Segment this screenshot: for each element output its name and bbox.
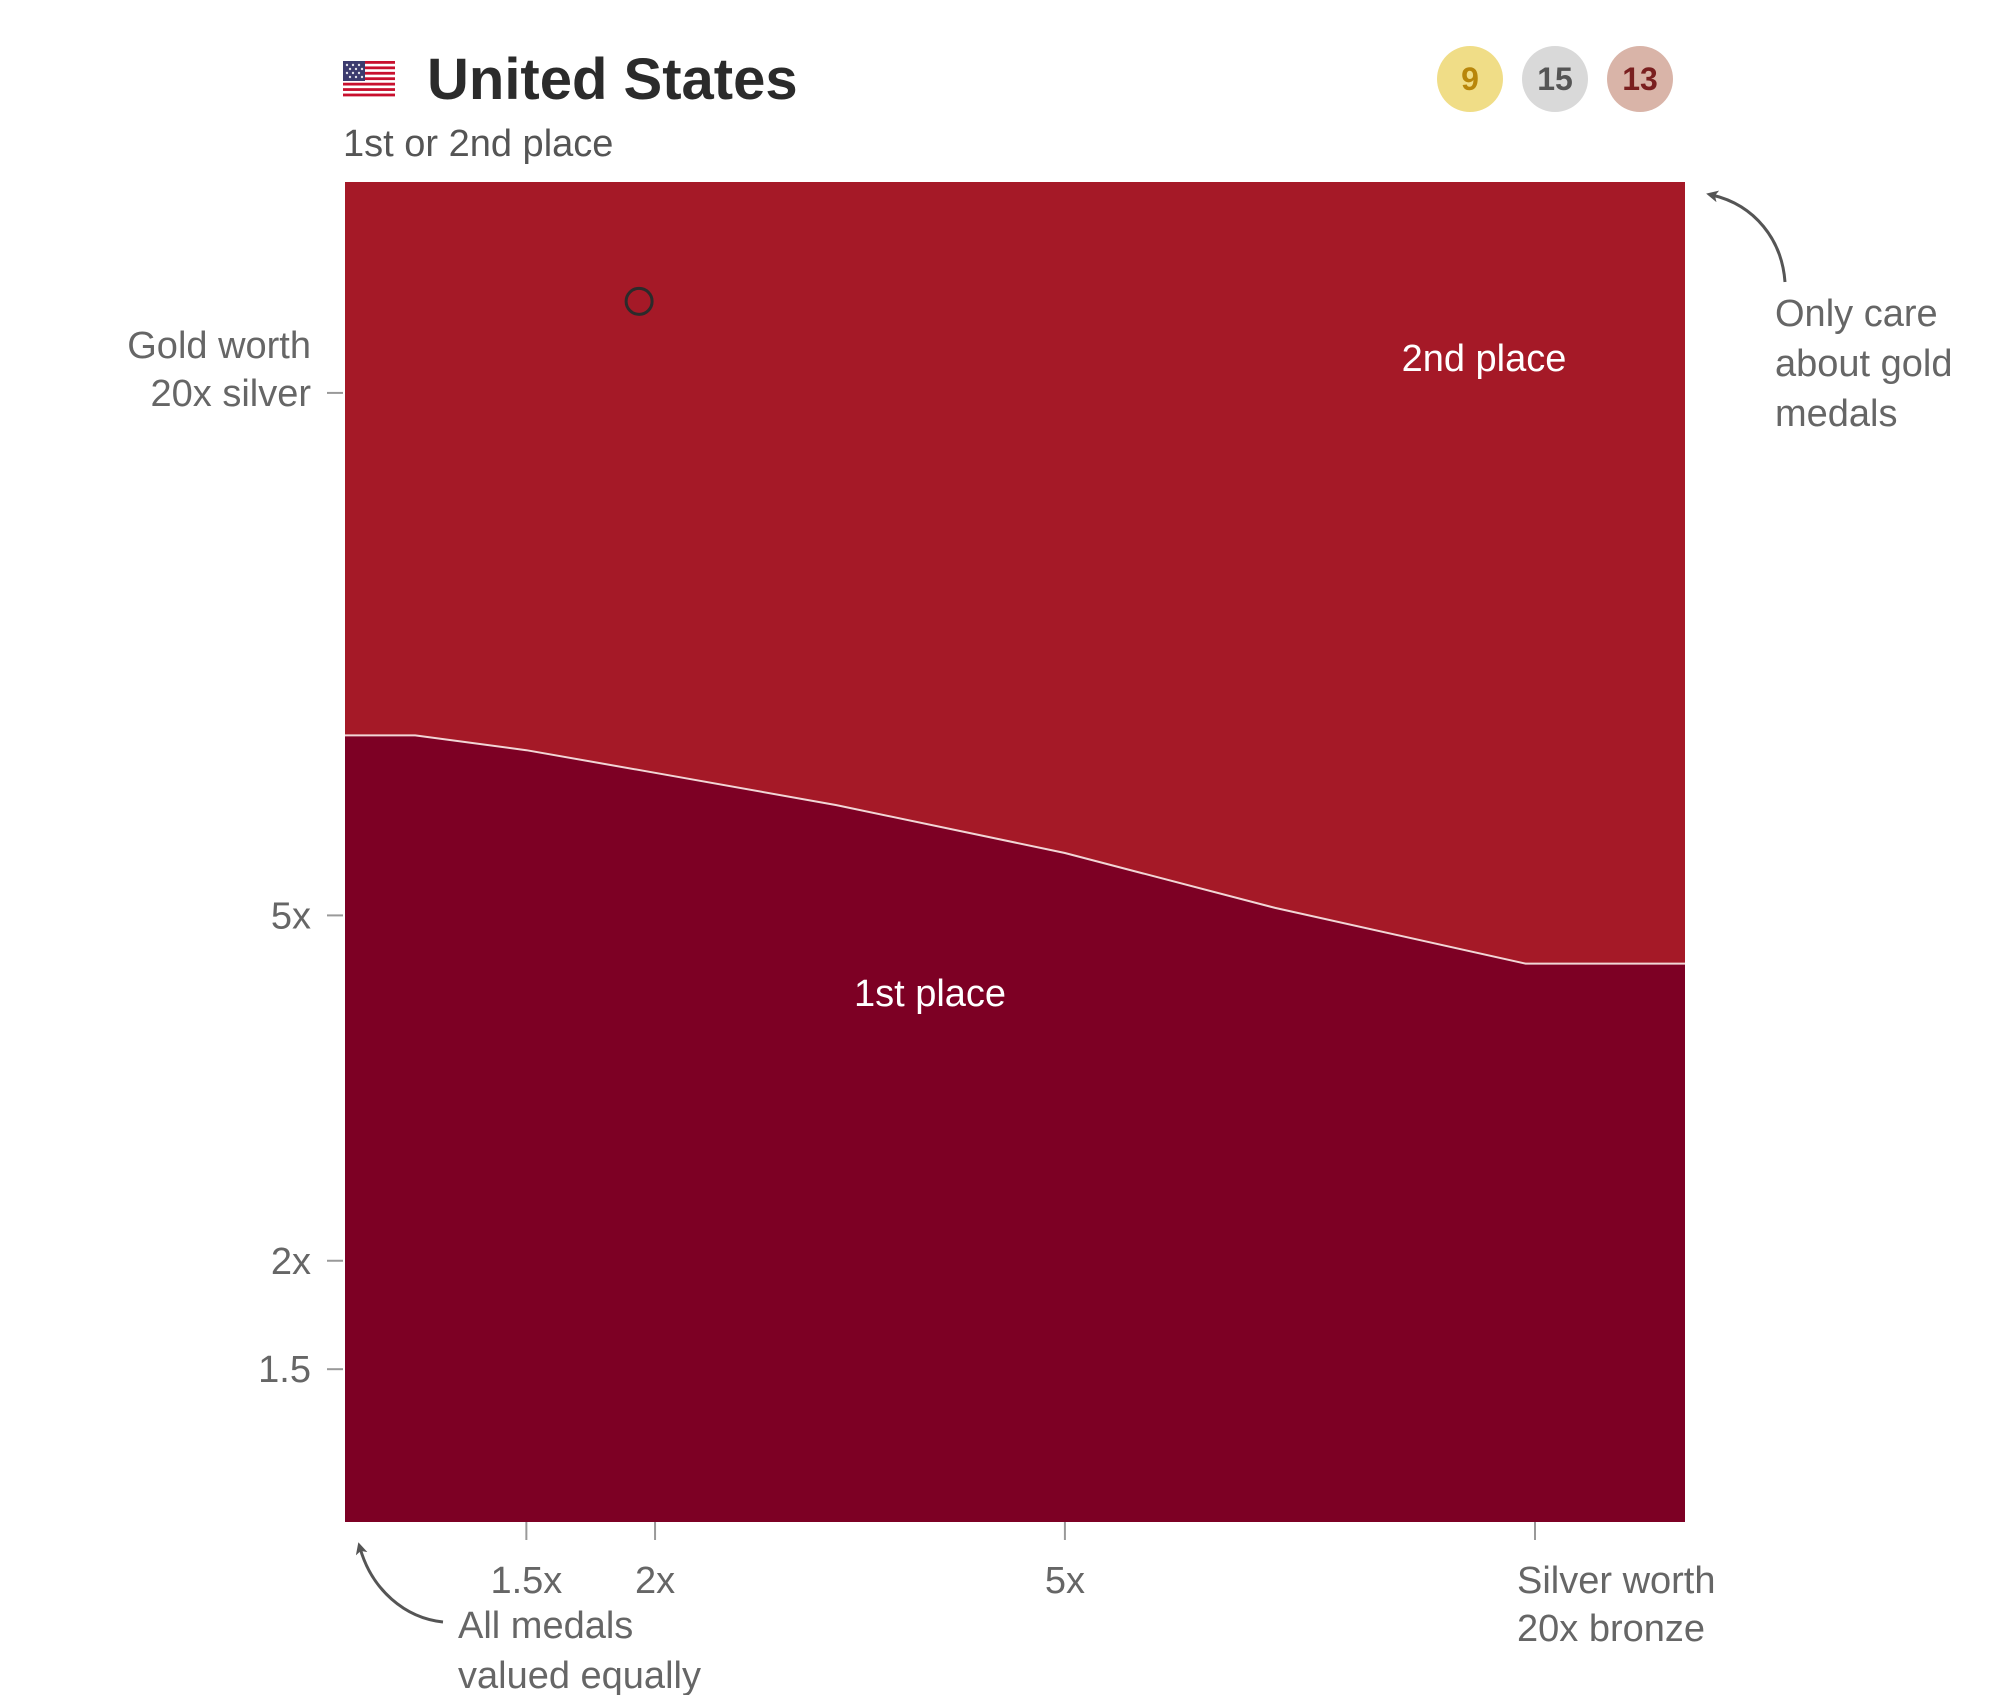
- annotation-arrow-bottom: [355, 1542, 444, 1624]
- x-tick-label: 5x: [1045, 1560, 1085, 1602]
- y-tick-label: 2x: [271, 1241, 311, 1283]
- x-tick-label: 1.5x: [490, 1560, 562, 1602]
- country-title: United States: [427, 47, 798, 112]
- position-marker: [624, 286, 654, 316]
- y-tick-label: Gold worth 20x silver: [127, 325, 311, 415]
- silver-medal-badge: 15: [1522, 46, 1588, 112]
- y-tick-label: 1.5: [258, 1349, 311, 1391]
- chart-header: United States 1st or 2nd place 9 15 13: [343, 44, 1673, 174]
- annotation-top-right: Only care about gold medals: [1775, 293, 1953, 435]
- y-tick-label: 5x: [271, 895, 311, 937]
- annotation-bottom-left: All medals valued equally: [458, 1605, 701, 1695]
- region-label-2nd-place: 2nd place: [1402, 338, 1567, 380]
- bronze-medal-badge: 13: [1607, 46, 1673, 112]
- annotation-arrow-top: [1706, 190, 1787, 283]
- x-tick-label: Silver worth 20x bronze: [1517, 1560, 1716, 1650]
- region-label-1st-place: 1st place: [854, 973, 1006, 1015]
- gold-medal-badge: 9: [1437, 46, 1503, 112]
- us-flag-icon: [343, 61, 395, 97]
- chart-subtitle: 1st or 2nd place: [343, 123, 614, 165]
- region-1st-place: [345, 735, 1685, 1522]
- x-tick-label: 2x: [635, 1560, 675, 1602]
- region-boundary-line: [345, 734, 1685, 965]
